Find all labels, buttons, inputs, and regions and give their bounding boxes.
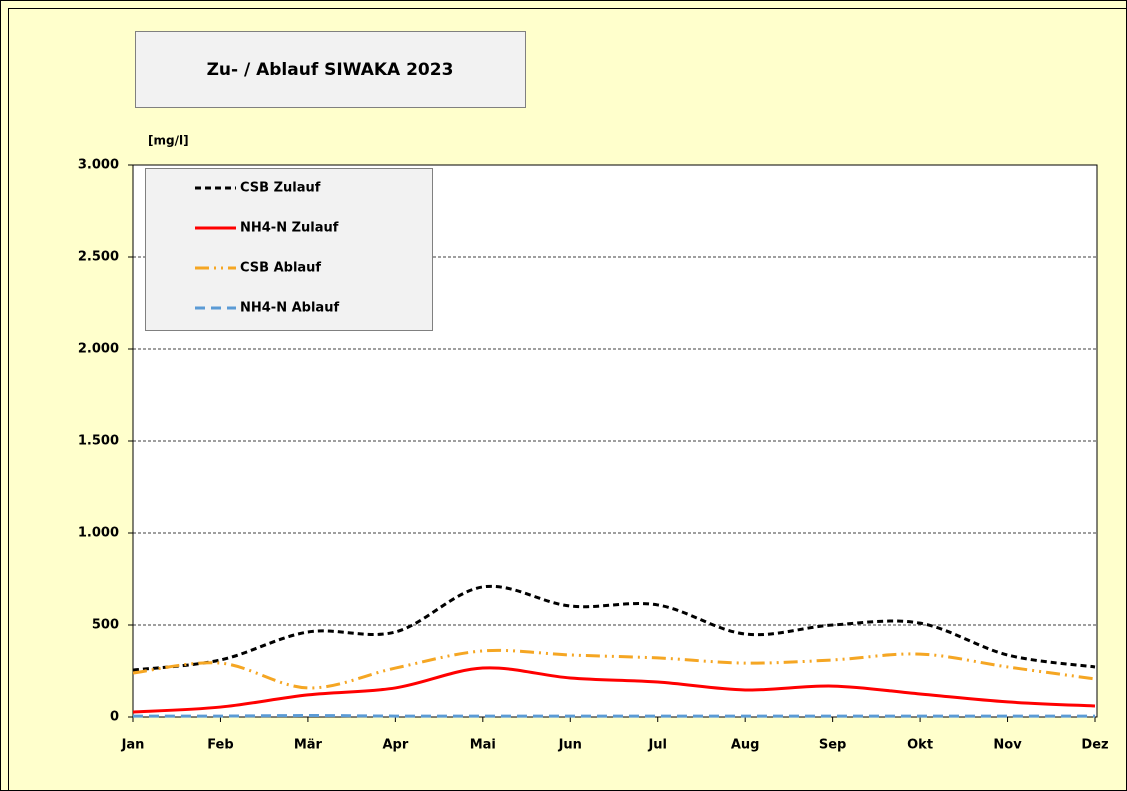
y-tick-label: 2.000 bbox=[78, 342, 119, 357]
x-tick-label: Aug bbox=[731, 738, 760, 753]
y-tick-label: 2.500 bbox=[78, 250, 119, 265]
x-tick-label: Nov bbox=[993, 738, 1022, 753]
title-box bbox=[135, 31, 526, 108]
y-axis-label: [mg/l] bbox=[148, 134, 189, 148]
chart-title: Zu- / Ablauf SIWAKA 2023 bbox=[207, 60, 454, 80]
x-tick-label: Sep bbox=[819, 738, 847, 753]
series-line bbox=[132, 584, 1096, 672]
x-tick-label: Apr bbox=[382, 738, 408, 753]
x-tick-label: Jun bbox=[558, 738, 582, 753]
legend-label: CSB Ablauf bbox=[240, 261, 321, 276]
x-tick-label: Mai bbox=[470, 738, 496, 753]
legend-box bbox=[145, 168, 433, 331]
x-tick-label: Mär bbox=[294, 738, 323, 753]
series-line bbox=[132, 666, 1096, 714]
y-tick-label: 0 bbox=[110, 710, 119, 725]
y-tick-label: 1.000 bbox=[78, 526, 119, 541]
legend-label: NH4-N Zulauf bbox=[240, 221, 339, 236]
series-line bbox=[132, 714, 1095, 718]
series-line bbox=[132, 648, 1096, 690]
x-tick-label: Okt bbox=[907, 738, 933, 753]
y-tick-label: 1.500 bbox=[78, 434, 119, 449]
x-tick-label: Dez bbox=[1081, 738, 1108, 753]
y-tick-label: 500 bbox=[92, 618, 119, 633]
legend-label: NH4-N Ablauf bbox=[240, 301, 339, 316]
y-tick-label: 3.000 bbox=[78, 158, 119, 173]
x-tick-label: Jul bbox=[647, 738, 667, 753]
x-tick-label: Jan bbox=[121, 738, 145, 753]
x-tick-label: Feb bbox=[207, 738, 233, 753]
legend-label: CSB Zulauf bbox=[240, 181, 321, 196]
